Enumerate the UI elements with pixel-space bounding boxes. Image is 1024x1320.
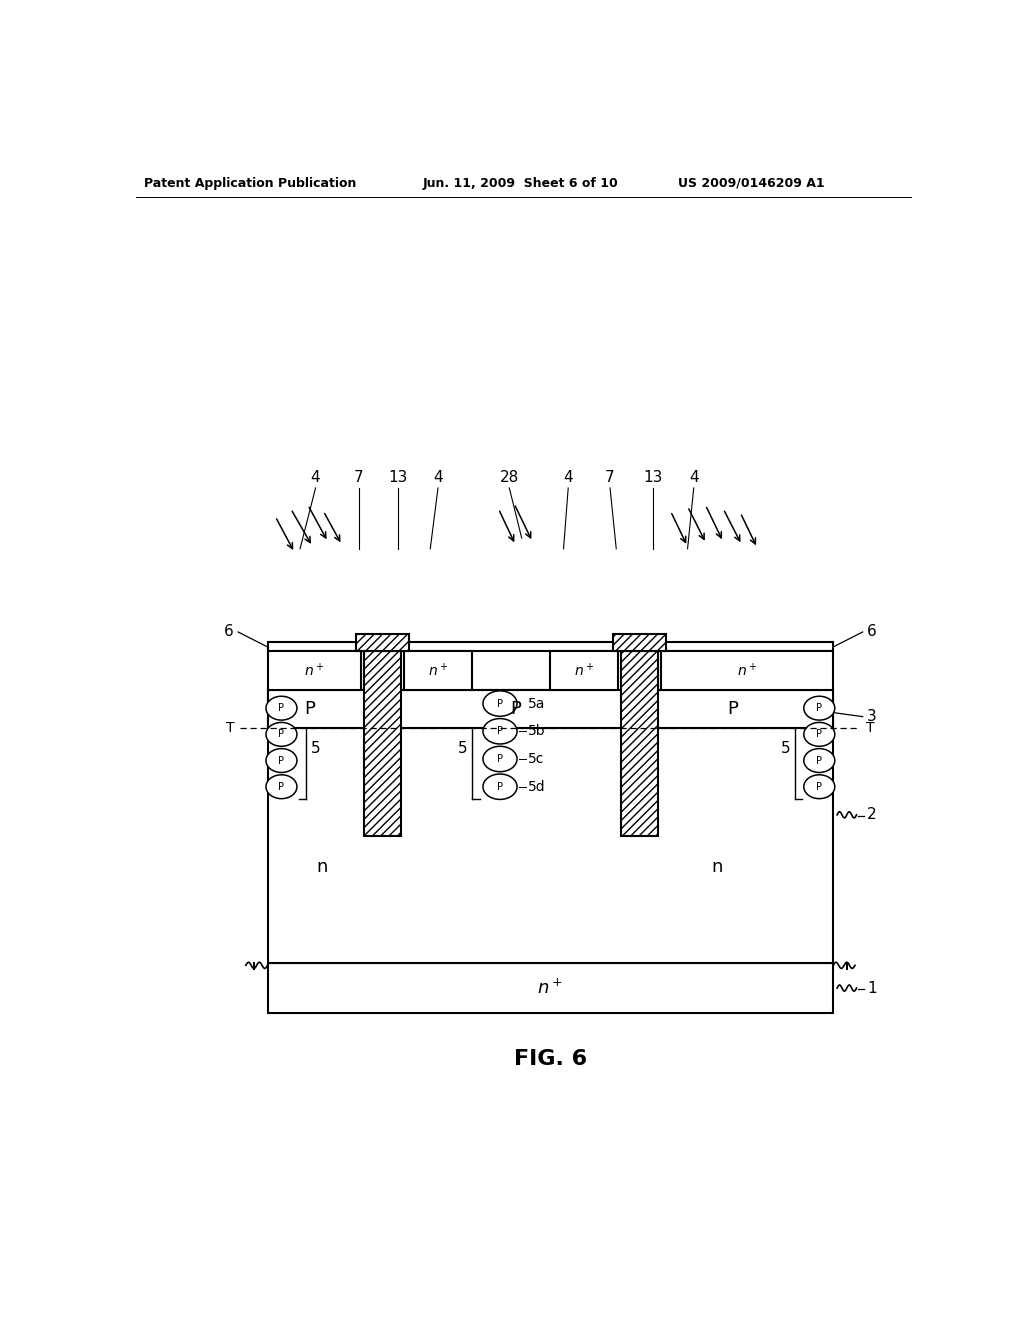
Text: $n^+$: $n^+$ bbox=[428, 661, 449, 678]
Text: 5b: 5b bbox=[528, 725, 546, 738]
Text: 6: 6 bbox=[224, 624, 233, 639]
Text: US 2009/0146209 A1: US 2009/0146209 A1 bbox=[678, 177, 825, 190]
Text: FIG. 6: FIG. 6 bbox=[514, 1049, 587, 1069]
Text: P: P bbox=[497, 726, 503, 737]
Text: 5c: 5c bbox=[528, 752, 545, 766]
Text: P: P bbox=[816, 704, 822, 713]
Text: P: P bbox=[816, 781, 822, 792]
Text: P: P bbox=[279, 704, 285, 713]
Polygon shape bbox=[613, 635, 666, 651]
Polygon shape bbox=[364, 651, 400, 836]
Text: 1: 1 bbox=[867, 981, 877, 995]
Ellipse shape bbox=[266, 722, 297, 746]
Text: n: n bbox=[316, 858, 328, 875]
Text: 7: 7 bbox=[354, 470, 364, 486]
Text: P: P bbox=[497, 781, 503, 792]
Ellipse shape bbox=[804, 775, 835, 799]
Polygon shape bbox=[267, 642, 834, 651]
Text: P: P bbox=[279, 730, 285, 739]
Text: $n^+$: $n^+$ bbox=[573, 661, 594, 678]
Polygon shape bbox=[267, 651, 360, 689]
Polygon shape bbox=[550, 651, 617, 689]
Text: P: P bbox=[816, 730, 822, 739]
Text: 4: 4 bbox=[563, 470, 573, 486]
Text: Jun. 11, 2009  Sheet 6 of 10: Jun. 11, 2009 Sheet 6 of 10 bbox=[423, 177, 618, 190]
Text: $n^+$: $n^+$ bbox=[304, 661, 325, 678]
Text: 13: 13 bbox=[388, 470, 408, 486]
Text: 4: 4 bbox=[433, 470, 442, 486]
Text: 13: 13 bbox=[644, 470, 664, 486]
Text: n: n bbox=[712, 858, 723, 875]
Text: P: P bbox=[305, 700, 315, 718]
Polygon shape bbox=[267, 689, 834, 729]
Ellipse shape bbox=[804, 722, 835, 746]
Text: 7: 7 bbox=[605, 470, 614, 486]
Text: P: P bbox=[727, 700, 738, 718]
Text: 3: 3 bbox=[867, 709, 877, 725]
Ellipse shape bbox=[483, 718, 517, 744]
Text: 5: 5 bbox=[780, 742, 790, 756]
Text: P: P bbox=[279, 755, 285, 766]
Polygon shape bbox=[267, 964, 834, 1014]
Text: 6: 6 bbox=[867, 624, 877, 639]
Text: 5a: 5a bbox=[528, 697, 545, 710]
Text: $n^+$: $n^+$ bbox=[538, 978, 563, 998]
Text: P: P bbox=[279, 781, 285, 792]
Text: 4: 4 bbox=[310, 470, 321, 486]
Polygon shape bbox=[356, 635, 409, 651]
Text: 4: 4 bbox=[689, 470, 698, 486]
Text: P: P bbox=[497, 698, 503, 709]
Ellipse shape bbox=[483, 746, 517, 772]
Polygon shape bbox=[621, 651, 658, 836]
Text: P: P bbox=[510, 700, 521, 718]
Polygon shape bbox=[662, 651, 834, 689]
Ellipse shape bbox=[804, 696, 835, 721]
Text: 5d: 5d bbox=[528, 780, 546, 793]
Ellipse shape bbox=[804, 748, 835, 772]
Text: $n^+$: $n^+$ bbox=[737, 661, 758, 678]
Text: T: T bbox=[866, 721, 874, 735]
Text: 5: 5 bbox=[458, 742, 468, 756]
Text: 5: 5 bbox=[310, 742, 321, 756]
Text: Patent Application Publication: Patent Application Publication bbox=[143, 177, 356, 190]
Polygon shape bbox=[403, 651, 472, 689]
Ellipse shape bbox=[483, 690, 517, 717]
Text: P: P bbox=[816, 755, 822, 766]
Text: P: P bbox=[497, 754, 503, 764]
Ellipse shape bbox=[266, 696, 297, 721]
Text: 2: 2 bbox=[867, 808, 877, 822]
Ellipse shape bbox=[266, 775, 297, 799]
Ellipse shape bbox=[483, 774, 517, 800]
Ellipse shape bbox=[266, 748, 297, 772]
Text: T: T bbox=[226, 721, 234, 735]
Polygon shape bbox=[267, 689, 834, 964]
Text: 28: 28 bbox=[500, 470, 519, 486]
